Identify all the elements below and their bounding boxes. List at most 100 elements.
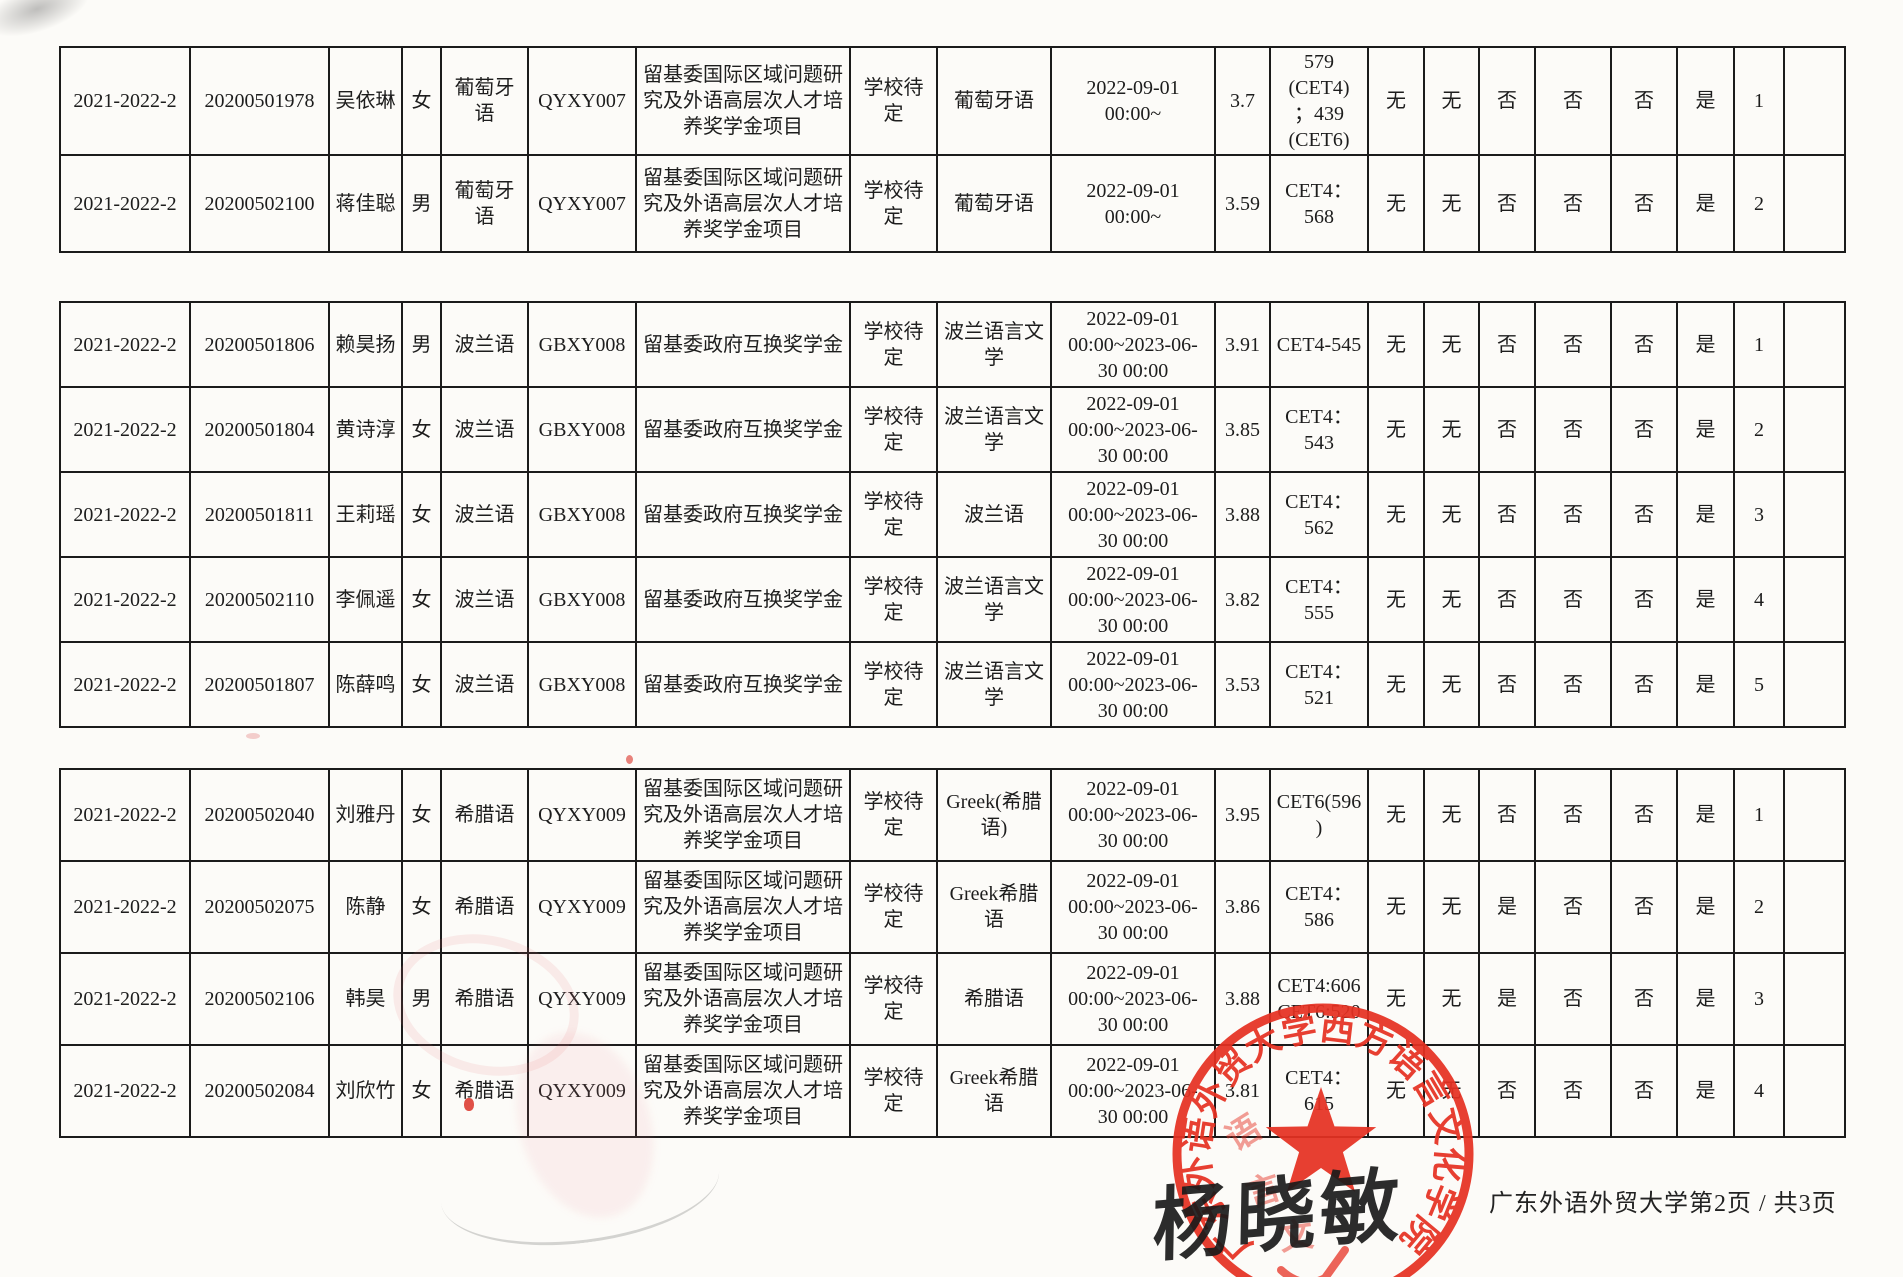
table-cell: 希腊语 [936,952,1052,1046]
records-table-greek: 2021-2022-2 20200502040 刘雅丹女希腊语 QYXY009 留基委国… [59,768,1846,1138]
table-cell: 波兰语言文 学 [936,556,1052,643]
table-cell: Greek希腊 语 [936,860,1052,954]
table-cell: 否 [1610,471,1678,558]
table-cell: 无 [1367,154,1425,253]
table-cell: 无 [1423,768,1480,862]
table-cell: 否 [1534,1044,1612,1138]
table-cell: 波兰语 [440,471,529,558]
table-cell: GBXY008 [527,641,637,728]
table-cell: 学校待 定 [849,768,938,862]
table-cell: 2022-09-01 00:00~2023-06- 30 00:00 [1050,386,1216,473]
table-cell [1783,556,1846,643]
table-cell: 葡萄牙语 [936,154,1052,253]
table-cell: 3.86 [1214,860,1271,954]
table-cell: 韩昊 [328,952,403,1046]
table-cell: 否 [1610,556,1678,643]
table-row: 2021-2022-2 20200502084 刘欣竹女希腊语 QYXY009 留基委国… [59,1044,1846,1138]
official-seal-stamp: 广东外语外贸大学西方语言文化学院 语 言 文 [1172,1003,1474,1277]
table-cell: 2021-2022-2 [59,46,191,156]
table-cell [1783,386,1846,473]
table-cell: 王莉瑶 [328,471,403,558]
table-cell: 无 [1367,641,1425,728]
table-cell: 2022-09-01 00:00~2023-06- 30 00:00 [1050,860,1216,954]
table-row: 2021-2022-2 20200502106 韩昊男希腊语 QYXY009 留基委国际… [59,952,1846,1046]
table-cell: 3 [1733,471,1785,558]
table-cell: 2021-2022-2 [59,768,191,862]
table-cell: 否 [1478,154,1536,253]
table-cell: 蒋佳聪 [328,154,403,253]
table-cell: 否 [1478,641,1536,728]
table-cell: 学校待 定 [849,301,938,388]
table-cell: 是 [1676,952,1735,1046]
table-cell: 2 [1733,386,1785,473]
table-cell: 20200502100 [189,154,330,253]
table-cell [1783,1044,1846,1138]
table-cell: 否 [1478,1044,1536,1138]
table-cell: 否 [1610,154,1678,253]
table-cell: 是 [1676,556,1735,643]
table-cell [1783,154,1846,253]
table-cell: 男 [401,154,442,253]
table-cell: Greek希腊 语 [936,1044,1052,1138]
table-cell: 20200502075 [189,860,330,954]
table-cell: 是 [1676,386,1735,473]
table-cell: 赖昊扬 [328,301,403,388]
table-cell: GBXY008 [527,301,637,388]
table-cell: 2022-09-01 00:00~2023-06- 30 00:00 [1050,641,1216,728]
table-cell: CET4： 555 [1269,556,1369,643]
table-cell: 刘欣竹 [328,1044,403,1138]
table-cell: 波兰语 [440,556,529,643]
table-cell: 否 [1534,301,1612,388]
table-cell: 学校待 定 [849,952,938,1046]
table-cell: 波兰语 [440,386,529,473]
table-cell: GBXY008 [527,386,637,473]
table-cell: 2021-2022-2 [59,860,191,954]
table-cell: 否 [1478,301,1536,388]
table-cell: 20200501807 [189,641,330,728]
star-icon [1265,1087,1377,1192]
table-cell: 学校待 定 [849,860,938,954]
table-cell: 是 [1676,154,1735,253]
table-cell: 1 [1733,46,1785,156]
table-cell: 波兰语言文 学 [936,386,1052,473]
table-cell: QYXY009 [527,1044,637,1138]
table-cell: 否 [1610,386,1678,473]
table-cell: 否 [1534,471,1612,558]
table-cell: 女 [401,46,442,156]
table-cell: 3.91 [1214,301,1271,388]
table-cell: 葡萄牙语 [936,46,1052,156]
table-cell: 否 [1478,386,1536,473]
table-cell: 是 [1676,641,1735,728]
table-cell: 希腊语 [440,768,529,862]
table-cell: 20200502040 [189,768,330,862]
table-cell: 留基委国际区域问题研 究及外语高层次人才培 养奖学金项目 [635,860,851,954]
ink-speck [464,1098,474,1111]
table-cell: 2022-09-01 00:00~ [1050,154,1216,253]
table-cell: QYXY009 [527,952,637,1046]
table-cell: 3 [1733,952,1785,1046]
table-cell: 波兰语言文 学 [936,641,1052,728]
table-cell: CET4： 521 [1269,641,1369,728]
table-cell: 2 [1733,154,1785,253]
table-cell [1783,952,1846,1046]
table-cell: 李佩遥 [328,556,403,643]
table-cell: 否 [1478,471,1536,558]
table-cell: 3.82 [1214,556,1271,643]
table-cell: 1 [1733,768,1785,862]
table-cell: 2022-09-01 00:00~2023-06- 30 00:00 [1050,301,1216,388]
table-cell: 无 [1423,46,1480,156]
table-cell: 2021-2022-2 [59,1044,191,1138]
table-cell: 否 [1610,46,1678,156]
table-cell: 女 [401,641,442,728]
table-cell: 否 [1478,768,1536,862]
table-cell: 留基委政府互换奖学金 [635,471,851,558]
table-cell: 留基委政府互换奖学金 [635,641,851,728]
table-cell: 是 [1676,1044,1735,1138]
svg-text:文: 文 [1277,1215,1316,1259]
table-cell: 无 [1367,46,1425,156]
table-cell: 学校待 定 [849,556,938,643]
table-cell: 否 [1534,860,1612,954]
table-cell: 3.7 [1214,46,1271,156]
table-cell: 是 [1478,952,1536,1046]
